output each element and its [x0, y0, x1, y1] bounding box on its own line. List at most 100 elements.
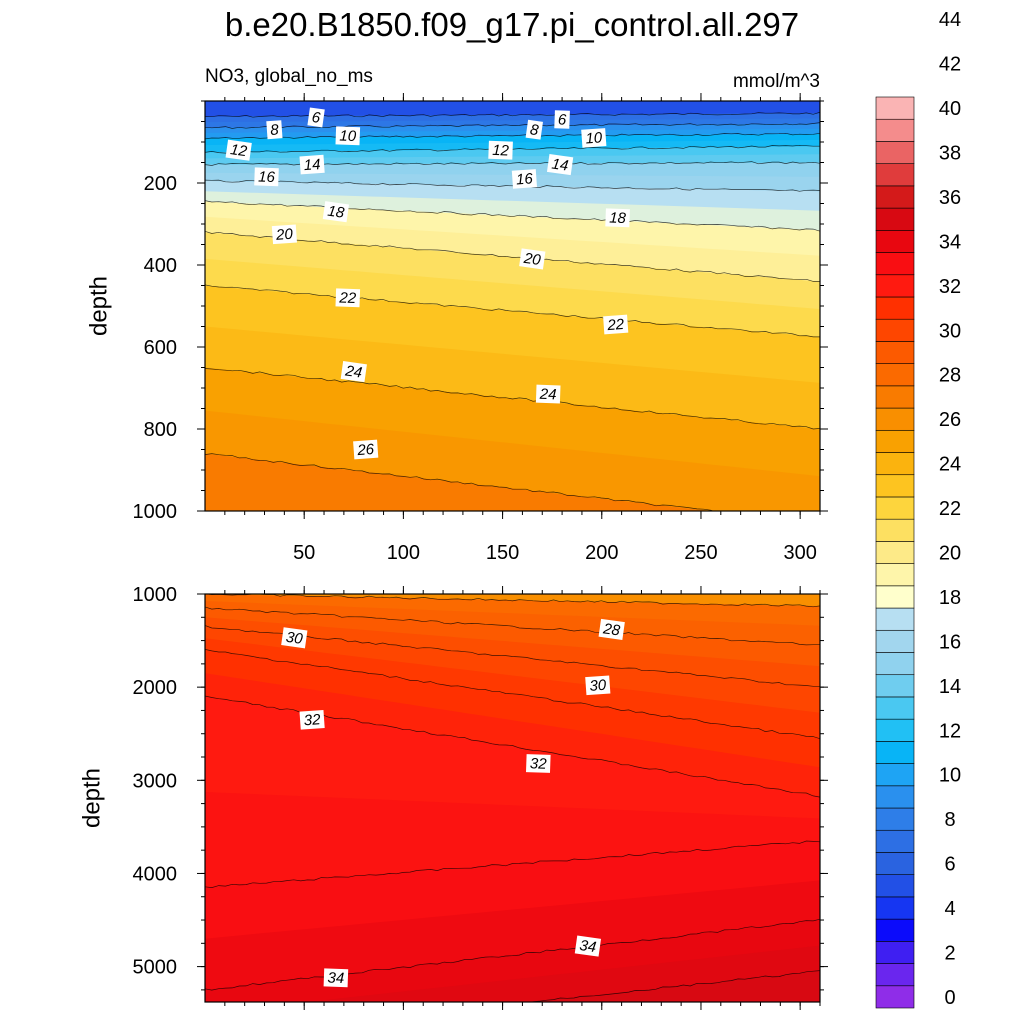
upper-contour-label-box — [519, 248, 546, 270]
lower-subband-4 — [205, 791, 820, 888]
upper-contour-label-group: 20 — [519, 248, 546, 270]
upper-y-tick-label: 400 — [144, 255, 177, 277]
upper-filled-contours — [205, 101, 820, 511]
colorbar-box — [875, 696, 915, 720]
lower-contour-line-33 — [205, 918, 820, 991]
colorbar-label: 38 — [939, 143, 961, 165]
upper-contour-label-group: 20 — [271, 224, 297, 245]
colorbar-box — [875, 629, 915, 653]
upper-contour-label-group: 18 — [322, 201, 350, 223]
colorbar-label: 28 — [939, 365, 961, 387]
upper-contour-line-8 — [205, 122, 820, 129]
lower-subband-0 — [205, 601, 820, 646]
colorbar-box — [875, 785, 915, 809]
colorbar-box — [875, 230, 915, 253]
colorbar-box — [875, 318, 915, 342]
upper-contour-label-group: 22 — [335, 288, 361, 308]
lower-contour-label-box — [585, 675, 611, 696]
colorbar-label: 22 — [939, 498, 961, 520]
upper-subband-8 — [205, 326, 820, 429]
lower-contour-label-box — [299, 709, 325, 730]
colorbar: 0246810121416182022242628303234363840424… — [875, 9, 961, 1009]
upper-contour-label-box — [546, 154, 574, 176]
colorbar-labels: 0246810121416182022242628303234363840424… — [939, 9, 961, 1009]
upper-contour-lines — [205, 111, 820, 511]
upper-contour-label-group: 24 — [340, 361, 367, 383]
upper-contour-label: 10 — [339, 128, 357, 146]
lower-contour-label: 28 — [601, 620, 622, 639]
upper-contour-label-group: 18 — [605, 208, 630, 228]
lower-y-axis-label: depth — [78, 768, 105, 828]
lower-contour-label-box — [525, 754, 551, 773]
upper-contour-label-box — [307, 107, 325, 128]
colorbar-box — [875, 452, 915, 476]
upper-y-tick-label: 1000 — [133, 501, 178, 523]
upper-x-tick-label: 150 — [486, 542, 519, 564]
lower-y-tick-label: 4000 — [133, 863, 178, 885]
upper-contour-label: 26 — [356, 441, 375, 459]
upper-subband-3 — [205, 154, 820, 165]
upper-contour-label: 24 — [343, 362, 363, 381]
upper-contour-label-group: 6 — [307, 107, 325, 128]
upper-contour-label-box — [353, 439, 379, 460]
colorbar-box — [875, 296, 915, 320]
colorbar-box — [875, 363, 915, 387]
upper-y-tick-label: 800 — [144, 419, 177, 441]
lower-contour-label-box — [281, 627, 308, 649]
colorbar-box — [875, 874, 915, 898]
lower-y-tick-label: 3000 — [133, 770, 178, 792]
colorbar-label: 26 — [939, 409, 961, 431]
colorbar-box — [875, 163, 915, 187]
lower-subband-3 — [205, 673, 820, 797]
colorbar-label: 42 — [939, 54, 961, 76]
upper-contour-label-box — [525, 119, 543, 140]
colorbar-label: 20 — [939, 543, 961, 565]
upper-contour-label-group: 12 — [488, 140, 513, 160]
colorbar-box — [875, 407, 915, 431]
lower-contour-label-group: 34 — [323, 968, 349, 988]
colorbar-box — [875, 541, 915, 564]
colorbar-label: 30 — [939, 320, 961, 342]
upper-subband-5 — [205, 191, 820, 231]
upper-contour-label-box — [603, 314, 629, 335]
upper-x-tick-label: 200 — [585, 542, 618, 564]
upper-contour-label-box — [581, 128, 607, 148]
upper-contour-label-box — [254, 167, 279, 187]
upper-subband-7 — [205, 258, 820, 337]
variable-subtitle: NO3, global_no_ms — [205, 66, 373, 87]
upper-contour-label: 12 — [229, 141, 249, 160]
colorbar-label: 4 — [944, 898, 955, 920]
colorbar-label: 8 — [944, 809, 955, 831]
upper-y-tick-label: 200 — [144, 173, 177, 195]
upper-contour-label-box — [322, 201, 350, 223]
upper-subband-4 — [205, 172, 820, 192]
lower-contour-line-32 — [205, 840, 820, 888]
colorbar-label: 6 — [944, 854, 955, 876]
lower-subband-2 — [205, 638, 820, 739]
colorbar-box — [875, 207, 915, 231]
lower-contour-line-29 — [205, 625, 820, 687]
colorbar-box — [875, 563, 915, 587]
lower-contour-label: 32 — [530, 755, 548, 773]
colorbar-box — [875, 585, 915, 609]
colorbar-box — [875, 141, 915, 164]
colorbar-label: 44 — [939, 9, 961, 31]
lower-axis-ticks: 1000 2000 3000 4000 5000 — [133, 584, 828, 1010]
units-subtitle: mmol/m^3 — [733, 71, 820, 92]
colorbar-box — [875, 985, 915, 1009]
lower-contour-label-box — [323, 968, 349, 988]
upper-contour-label: 6 — [311, 109, 322, 127]
colorbar-box — [875, 674, 915, 698]
colorbar-box — [875, 252, 915, 276]
colorbar-box — [875, 429, 915, 453]
colorbar-label: 34 — [939, 231, 961, 253]
lower-contour-label-box — [598, 618, 625, 640]
upper-contour-label-group: 8 — [525, 119, 543, 140]
colorbar-label: 16 — [939, 631, 961, 653]
colorbar-box — [875, 274, 915, 298]
upper-contour-label: 20 — [275, 226, 294, 244]
lower-y-tick-label: 5000 — [133, 957, 178, 979]
colorbar-box — [875, 763, 915, 787]
upper-contour-label-group: 16 — [254, 167, 279, 187]
lower-contour-label-group: 32 — [299, 709, 325, 730]
